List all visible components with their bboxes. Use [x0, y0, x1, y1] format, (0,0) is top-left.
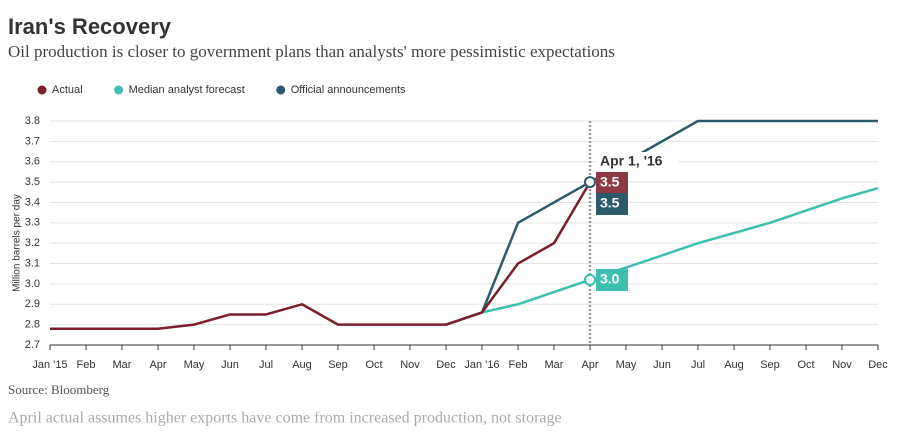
y-tick-label: 2.9 [25, 298, 40, 310]
x-tick-label: Apr [581, 359, 598, 371]
annotation-bg [596, 152, 678, 172]
x-tick-label: Sep [328, 359, 348, 371]
chart-subtitle: Oil production is closer to government p… [8, 42, 615, 61]
x-tick-label: Jan '15 [32, 359, 67, 371]
value-label: 3.0 [600, 271, 620, 287]
y-tick-label: 3.8 [25, 115, 40, 127]
x-tick-label: Feb [77, 359, 96, 371]
y-tick-label: 3.5 [25, 176, 40, 188]
x-tick-label: Jun [653, 359, 671, 371]
x-tick-label: Nov [400, 359, 420, 371]
series-line [445, 119, 878, 326]
y-tick-label: 3.6 [25, 156, 40, 168]
annotation: Apr 1, '16 [600, 153, 663, 169]
legend-label: Official announcements [291, 84, 406, 96]
legend-swatch [276, 85, 286, 95]
value-label: 3.5 [600, 195, 620, 211]
series-line [445, 186, 879, 326]
x-tick-label: May [616, 359, 637, 371]
x-tick-label: Mar [113, 359, 132, 371]
x-tick-label: Aug [292, 359, 312, 371]
x-tick-label: Jun [221, 359, 239, 371]
x-tick-label: Dec [436, 359, 456, 371]
x-tick-label: Apr [149, 359, 166, 371]
legend-label: Median analyst forecast [129, 84, 245, 96]
x-tick-label: May [184, 359, 205, 371]
y-tick-label: 3.4 [25, 196, 40, 208]
y-tick-label: 3.7 [25, 135, 40, 147]
x-tick-label: Feb [509, 359, 528, 371]
y-axis-label: Million barrels per day [12, 194, 23, 292]
x-tick-label: Dec [868, 359, 888, 371]
note: April actual assumes higher exports have… [8, 410, 562, 427]
x-tick-label: Sep [760, 359, 780, 371]
x-tick-label: Nov [832, 359, 852, 371]
series-line [50, 181, 592, 330]
hover-marker [584, 273, 596, 286]
source: Source: Bloomberg [8, 382, 110, 397]
y-tick-label: 3.1 [25, 257, 40, 269]
x-tick-label: Aug [724, 359, 744, 371]
value-label-bg [596, 193, 628, 215]
x-tick-label: Mar [545, 359, 564, 371]
x-tick-label: Jan '16 [464, 359, 499, 371]
value-label-bg [596, 269, 628, 291]
y-tick-label: 3.0 [25, 278, 40, 290]
x-tick-label: Oct [365, 359, 382, 371]
x-tick-label: Jul [259, 359, 273, 371]
legend-swatch [37, 85, 47, 95]
x-tick-label: Jul [691, 359, 705, 371]
y-tick-label: 2.7 [25, 339, 40, 351]
hover-marker [584, 176, 596, 189]
legend-label: Actual [52, 84, 83, 96]
x-tick-label: Oct [797, 359, 814, 371]
chart-title: Iran's Recovery [8, 14, 172, 39]
y-tick-label: 2.8 [25, 319, 40, 331]
y-tick-label: 3.3 [25, 217, 40, 229]
y-tick-label: 3.2 [25, 237, 40, 249]
value-label-bg [596, 172, 628, 194]
value-label: 3.5 [600, 174, 620, 190]
legend-swatch [114, 85, 124, 95]
